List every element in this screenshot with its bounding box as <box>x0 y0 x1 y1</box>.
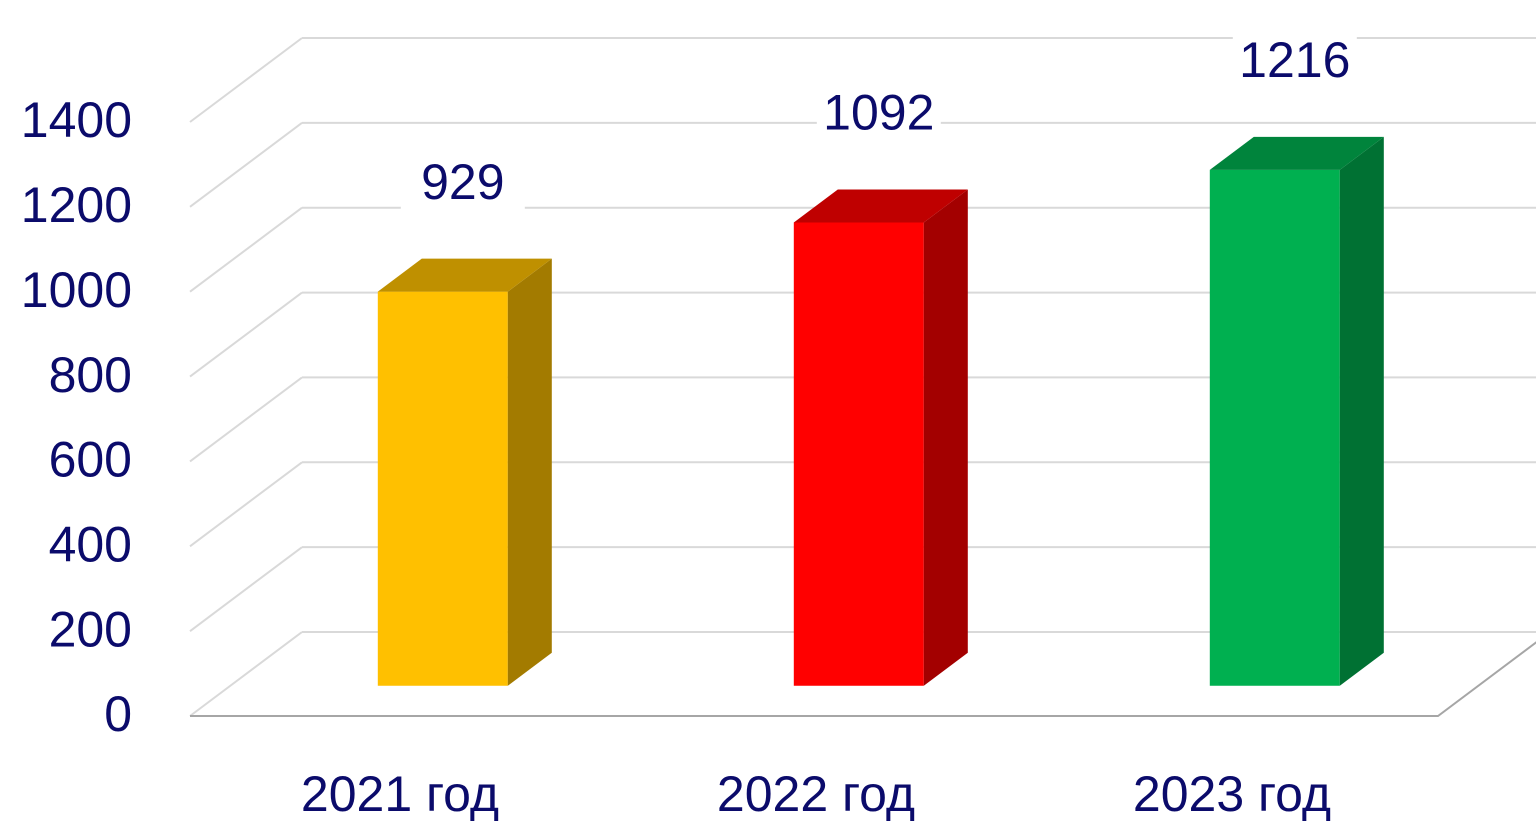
side-grid-line <box>189 291 303 378</box>
side-grid-line <box>189 376 303 463</box>
side-grid-line <box>189 631 303 717</box>
value-label: 1092 <box>823 85 934 141</box>
bar-side <box>507 258 552 686</box>
y-tick-label: 400 <box>49 516 132 572</box>
bar <box>793 222 924 686</box>
bar-group <box>377 258 552 686</box>
value-label: 1216 <box>1239 32 1350 88</box>
value-label-bg <box>1232 33 1357 94</box>
floor-edge <box>190 641 1536 717</box>
x-tick-label: 2021 год <box>301 766 499 822</box>
value-label: 929 <box>421 154 504 210</box>
side-grid-line <box>189 461 303 548</box>
side-grid-line <box>189 546 303 632</box>
y-tick-label: 1400 <box>21 92 132 148</box>
bar-side <box>923 189 968 686</box>
side-grid-line <box>189 37 303 123</box>
y-tick-label: 1000 <box>21 262 132 318</box>
side-grid-line <box>189 206 303 293</box>
bar-group <box>1209 136 1384 686</box>
bar <box>1209 169 1340 686</box>
y-tick-label: 600 <box>49 432 132 488</box>
bar-top <box>1209 136 1384 170</box>
y-tick-label: 0 <box>104 686 132 742</box>
x-tick-label: 2023 год <box>1133 766 1331 822</box>
bar <box>377 291 508 686</box>
y-tick-label: 200 <box>49 601 132 657</box>
y-tick-label: 1200 <box>21 177 132 233</box>
value-label-bg <box>816 86 941 147</box>
bar-top <box>793 189 968 223</box>
y-tick-label: 800 <box>49 347 132 403</box>
x-tick-label: 2022 год <box>717 766 915 822</box>
bar-top <box>377 258 552 292</box>
side-grid-line <box>189 122 303 208</box>
bar-side <box>1339 136 1384 686</box>
bar-group <box>793 189 968 686</box>
value-label-bg <box>400 155 525 216</box>
